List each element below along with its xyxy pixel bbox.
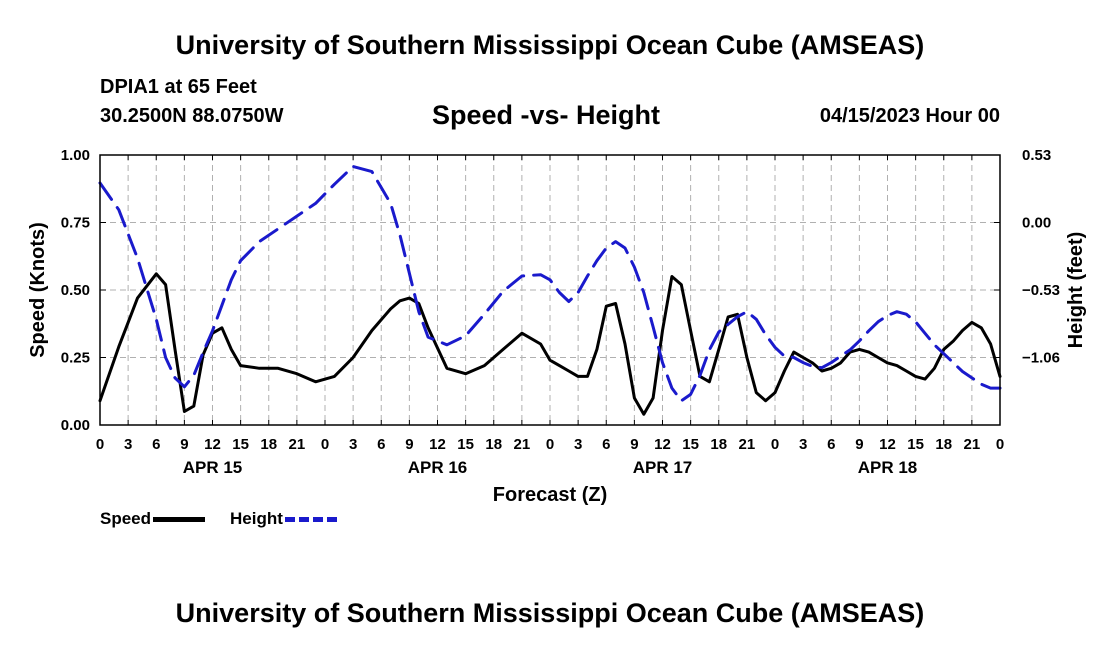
legend-height-label: Height	[230, 509, 283, 528]
x-tick-label: 0	[321, 436, 329, 453]
x-tick-label: 12	[654, 436, 671, 453]
y2-tick-label: 0.53	[1022, 147, 1051, 164]
series-lines	[98, 165, 1002, 416]
grid	[100, 155, 1000, 425]
footer-title: University of Southern Mississippi Ocean…	[175, 598, 925, 628]
x-tick-label: 6	[827, 436, 835, 453]
x-tick-label: 18	[935, 436, 952, 453]
x-tick-label: 3	[574, 436, 582, 453]
x-tick-label: 3	[124, 436, 132, 453]
x-tick-label: 12	[429, 436, 446, 453]
day-label: APR 15	[183, 458, 243, 477]
x-tick-label: 21	[514, 436, 531, 453]
legend-speed: Speed	[100, 509, 206, 529]
y2-axis-label: Height (feet)	[1065, 232, 1087, 349]
station-label: DPIA1 at 65 Feet	[100, 76, 257, 98]
x-tick-label: 0	[546, 436, 554, 453]
series-line-height	[98, 165, 1002, 403]
x-tick-label: 9	[180, 436, 188, 453]
x-tick-label: 3	[799, 436, 807, 453]
y-axis-label: Speed (Knots)	[27, 222, 49, 358]
x-tick-label: 15	[907, 436, 924, 453]
x-tick-label: 9	[855, 436, 863, 453]
x-tick-label: 6	[152, 436, 160, 453]
date-label: 04/15/2023 Hour 00	[819, 105, 1000, 127]
x-tick-label: 6	[602, 436, 610, 453]
x-tick-label: 18	[710, 436, 727, 453]
chart-title: Speed -vs- Height	[432, 100, 661, 130]
x-tick-label: 15	[457, 436, 474, 453]
x-tick-label: 6	[377, 436, 385, 453]
main-title: University of Southern Mississippi Ocean…	[175, 30, 925, 60]
x-tick-label: 21	[964, 436, 981, 453]
legend-speed-swatch	[153, 516, 206, 522]
y-tick-label: 0.00	[61, 417, 90, 434]
x-tick-label: 18	[485, 436, 502, 453]
x-tick-label: 18	[260, 436, 277, 453]
x-tick-label: 15	[232, 436, 249, 453]
y-tick-label: 0.50	[61, 282, 90, 299]
x-tick-label: 9	[630, 436, 638, 453]
coordinates-label: 30.2500N 88.0750W	[100, 105, 284, 127]
legend-height-swatch	[284, 516, 337, 522]
x-tick-label: 9	[405, 436, 413, 453]
x-tick-label: 21	[739, 436, 756, 453]
x-tick-label: 21	[289, 436, 306, 453]
x-axis-label: Forecast (Z)	[493, 484, 607, 506]
y-tick-label: 1.00	[61, 147, 90, 164]
y2-tick-label: 0.00	[1022, 215, 1051, 232]
y-tick-label: 0.25	[61, 350, 90, 367]
x-tick-label: 12	[879, 436, 896, 453]
day-label: APR 16	[408, 458, 468, 477]
y-tick-label: 0.75	[61, 215, 90, 232]
x-tick-label: 0	[771, 436, 779, 453]
x-tick-label: 0	[96, 436, 104, 453]
legend-height: Height	[230, 509, 337, 529]
x-tick-label: 0	[996, 436, 1004, 453]
x-tick-label: 3	[349, 436, 357, 453]
legend-speed-label: Speed	[100, 509, 152, 528]
x-tick-label: 15	[682, 436, 699, 453]
day-label: APR 17	[633, 458, 693, 477]
y2-tick-label: −0.53	[1022, 282, 1060, 299]
y2-tick-label: −1.06	[1022, 350, 1060, 367]
x-tick-label: 12	[204, 436, 221, 453]
day-label: APR 18	[858, 458, 918, 477]
axes: 0 3 6 9 12 15 18 21 0 3 6 9 12 15 18 21 0 3 6 9 12 15 18 21 0 3 6 9…	[61, 147, 1060, 477]
series-line-speed	[98, 272, 1002, 416]
